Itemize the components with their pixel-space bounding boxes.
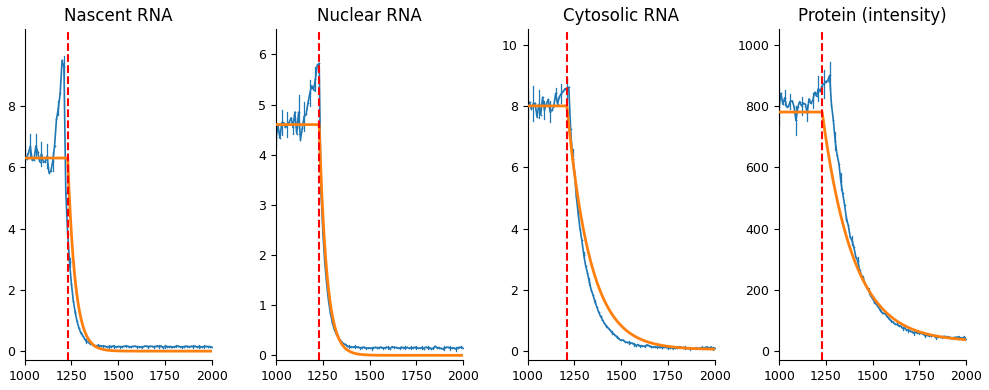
Title: Nascent RNA: Nascent RNA <box>64 7 172 25</box>
Title: Nuclear RNA: Nuclear RNA <box>317 7 422 25</box>
Title: Cytosolic RNA: Cytosolic RNA <box>563 7 679 25</box>
Title: Protein (intensity): Protein (intensity) <box>798 7 946 25</box>
